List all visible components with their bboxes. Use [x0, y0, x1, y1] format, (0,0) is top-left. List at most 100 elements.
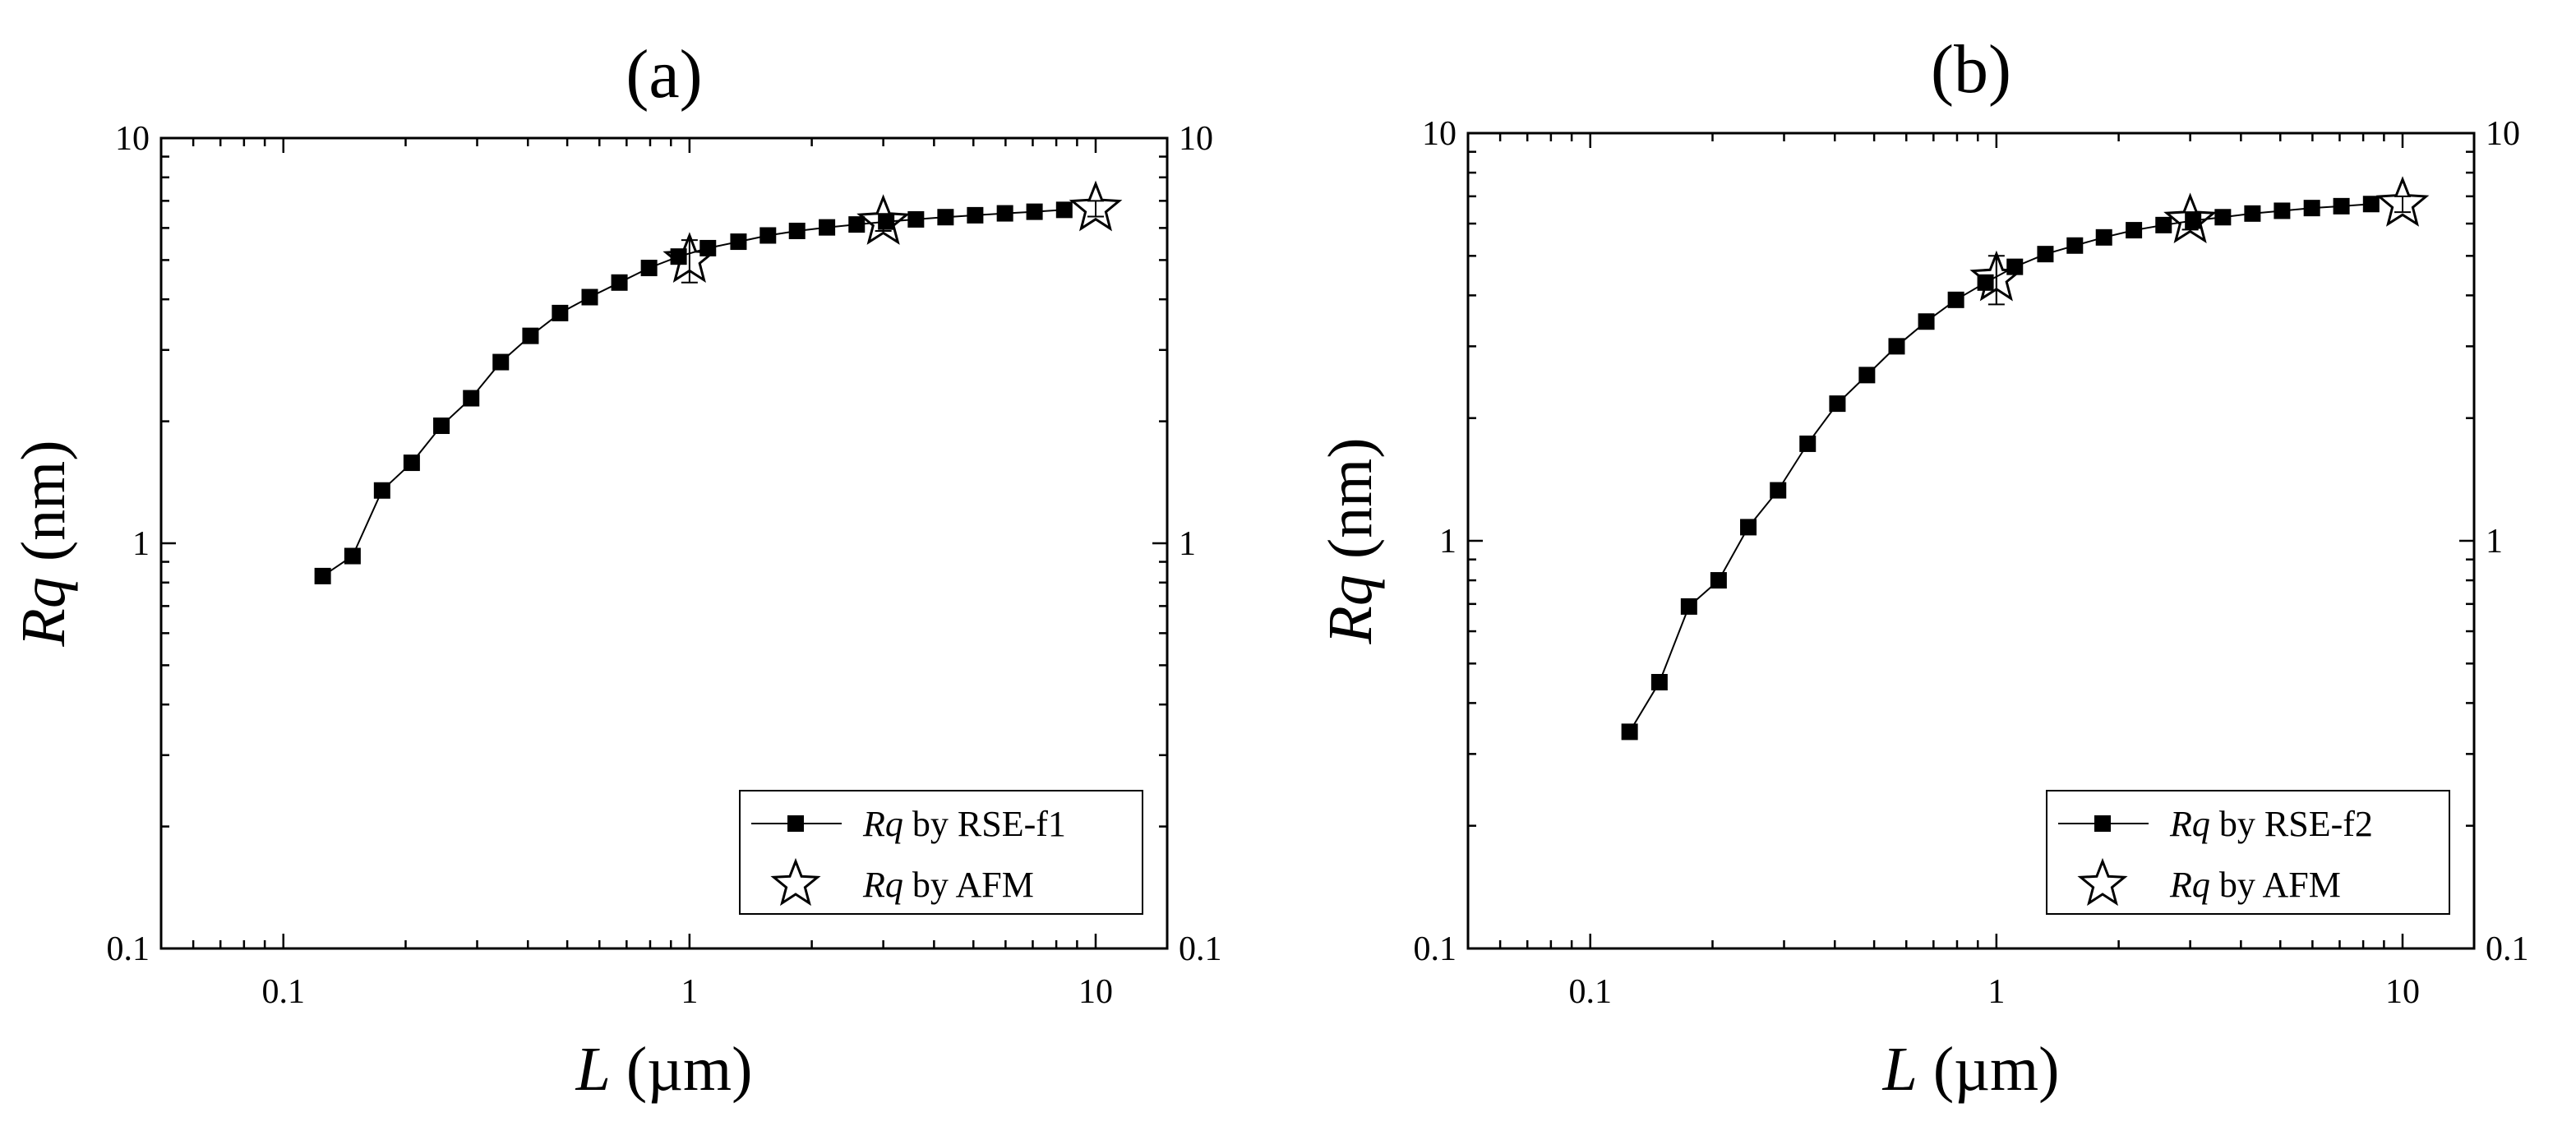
- data-point-star: [2163, 192, 2218, 244]
- data-point-square: [848, 216, 866, 233]
- y-tick-label-right: 10: [2486, 115, 2520, 153]
- data-point-square: [1055, 201, 1073, 219]
- legend-marker-star: [770, 857, 821, 907]
- data-point-square: [730, 233, 747, 251]
- y-axis-title: Rq (nm): [9, 440, 78, 647]
- data-point-star: [2375, 176, 2430, 227]
- y-tick-label-right: 10: [1179, 120, 1213, 158]
- legend-label-rest: by AFM: [2210, 865, 2341, 905]
- data-point-square: [1918, 313, 1935, 330]
- y-axis-title: Rq (nm): [1316, 437, 1385, 644]
- x-tick-label: 10: [1078, 973, 1113, 1011]
- chart-panel-a: (a) 0.1 1 10 0.1 0.1 1 1 10 10 L (µm) Rq (nm) Rq by …: [9, 36, 1222, 1104]
- legend-label: Rq by AFM: [2169, 865, 2341, 905]
- data-point-square: [522, 327, 539, 344]
- data-point-square: [344, 547, 361, 565]
- data-point-square: [552, 304, 569, 321]
- data-point-square: [611, 274, 628, 291]
- legend-label-var: Rq: [2169, 804, 2210, 844]
- x-axis-var: L: [1882, 1035, 1918, 1104]
- y-axis-unit: (nm): [9, 440, 78, 577]
- data-point-square: [403, 455, 420, 472]
- x-tick-label: 10: [2385, 973, 2420, 1011]
- data-point-square: [463, 390, 480, 407]
- data-point-square: [2095, 228, 2112, 246]
- x-axis-unit: (µm): [1918, 1035, 2060, 1104]
- data-point-square: [1829, 395, 1846, 413]
- data-point-star: [856, 194, 911, 245]
- data-point-square: [1710, 572, 1727, 589]
- data-point-square: [759, 227, 777, 244]
- x-axis-var: L: [575, 1035, 611, 1104]
- y-tick-label: 0.1: [107, 930, 150, 968]
- legend-marker-square: [787, 815, 804, 832]
- data-point-square: [1947, 291, 1964, 308]
- y-tick-label-right: 1: [2486, 523, 2503, 561]
- data-point-square: [492, 353, 510, 371]
- data-point-square: [640, 260, 658, 277]
- data-point-square: [996, 205, 1013, 222]
- y-axis-var: Rq: [1316, 575, 1385, 644]
- y-tick-label: 10: [1422, 115, 1457, 153]
- x-axis-title: L (µm): [1882, 1035, 2060, 1104]
- legend-label: Rq by RSE-f2: [2169, 804, 2373, 844]
- y-tick-label-right: 0.1: [2486, 930, 2529, 968]
- data-point-square: [878, 213, 895, 230]
- data-point-square: [2126, 222, 2143, 239]
- series-line: [1628, 203, 2371, 732]
- data-point-square: [1026, 203, 1043, 220]
- data-point-square: [373, 482, 390, 499]
- x-axis-unit: (µm): [611, 1035, 753, 1104]
- y-tick-label: 1: [1439, 523, 1457, 561]
- chart-panel-b: (b)0.1 1 100.1 0.11 110 10L (µm)Rq (nm)Rq by …: [1316, 31, 2529, 1104]
- data-point-star: [662, 232, 717, 284]
- data-point-square: [2274, 202, 2291, 219]
- x-tick-label: 1: [681, 973, 698, 1011]
- data-point-square: [2155, 216, 2172, 233]
- data-point-square: [2333, 197, 2350, 215]
- legend-marker-square: [2094, 815, 2111, 832]
- legend-label-var: Rq: [862, 865, 903, 905]
- y-tick-label: 0.1: [1414, 930, 1457, 968]
- data-point-square: [1770, 482, 1787, 499]
- x-tick-label: 1: [1987, 973, 2005, 1011]
- y-tick-label-right: 1: [1179, 525, 1196, 563]
- data-point-star: [1069, 180, 1123, 232]
- x-tick-label: 0.1: [261, 973, 305, 1011]
- data-point-square: [1888, 338, 1905, 355]
- legend-label: Rq by RSE-f1: [862, 804, 1066, 844]
- data-point-square: [2006, 258, 2024, 275]
- data-point-star: [1969, 250, 2024, 302]
- x-tick-label: 0.1: [1568, 973, 1612, 1011]
- data-point-square: [819, 219, 836, 236]
- legend-marker-star: [2077, 857, 2128, 907]
- data-point-square: [907, 210, 925, 228]
- data-point-square: [2362, 196, 2380, 213]
- legend-label: Rq by AFM: [862, 865, 1034, 905]
- data-point-square: [1680, 598, 1697, 615]
- panel-label: (a): [626, 36, 702, 113]
- data-point-square: [967, 206, 984, 224]
- legend-label-rest: by AFM: [903, 865, 1034, 905]
- panel-label: (b): [1931, 31, 2011, 108]
- y-axis-unit: (nm): [1316, 437, 1385, 575]
- data-point-square: [433, 418, 450, 435]
- data-point-square: [937, 209, 954, 226]
- data-point-square: [581, 288, 598, 306]
- legend-label-rest: by RSE-f1: [903, 804, 1066, 844]
- y-tick-label: 10: [115, 120, 150, 158]
- data-point-square: [788, 222, 806, 239]
- data-point-square: [1621, 723, 1638, 741]
- legend-label-var: Rq: [2169, 865, 2210, 905]
- data-point-square: [1740, 519, 1757, 536]
- legend-label-rest: by RSE-f2: [2210, 804, 2373, 844]
- data-point-square: [699, 239, 717, 256]
- data-point-square: [1858, 367, 1876, 384]
- data-point-square: [2214, 209, 2232, 226]
- data-point-square: [2066, 237, 2084, 254]
- data-point-square: [2303, 200, 2320, 217]
- y-tick-label: 1: [132, 525, 150, 563]
- y-tick-label-right: 0.1: [1179, 930, 1222, 968]
- data-point-square: [1799, 435, 1817, 452]
- data-point-square: [314, 567, 331, 584]
